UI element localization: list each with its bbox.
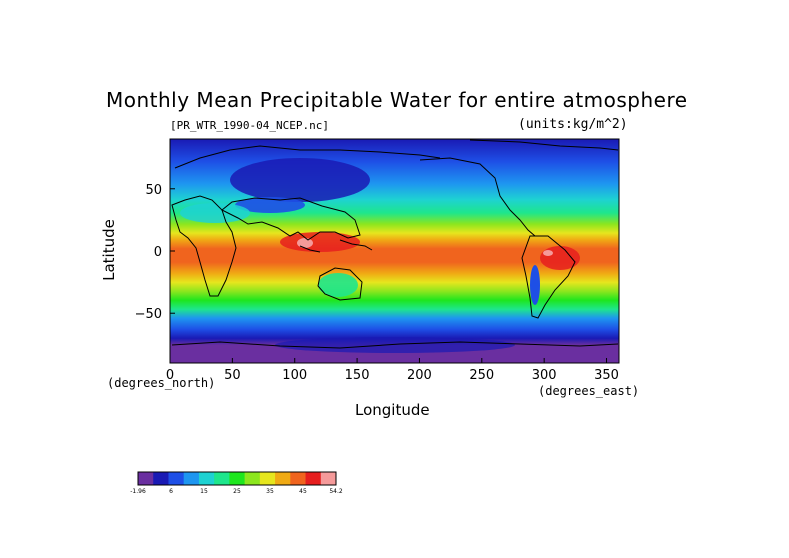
y-tick-label: 50 xyxy=(145,183,162,198)
colorbar-frame xyxy=(137,471,337,486)
colorbar-label: -1.96 xyxy=(130,488,146,495)
precip-field xyxy=(170,139,619,363)
colorbar-label: 45 xyxy=(299,488,307,495)
y-tick-label: −50 xyxy=(135,307,162,322)
colorbar-swatch xyxy=(320,472,337,485)
axis-ticks: 0 50 100 150 200 250 300 350 50 0 −50 xyxy=(135,183,619,383)
x-tick-label: 350 xyxy=(594,368,619,383)
y-units-label: (degrees_north) xyxy=(107,376,216,390)
x-tick-label: 200 xyxy=(407,368,432,383)
colorbar-swatch xyxy=(259,472,276,485)
colorbar-swatch xyxy=(183,472,200,485)
colorbar-label: 54.2 xyxy=(329,488,343,495)
colorbar-swatch xyxy=(290,472,307,485)
x-tick-label: 150 xyxy=(345,368,370,383)
x-tick-label: 0 xyxy=(166,368,174,383)
coastlines xyxy=(171,139,619,349)
colorbar-swatch xyxy=(214,472,230,485)
x-tick-label: 250 xyxy=(469,368,494,383)
x-units-label: (degrees_east) xyxy=(538,384,640,398)
colorbar-swatch xyxy=(198,472,215,485)
colorbar-label: 15 xyxy=(200,488,208,495)
colorbar-label: 25 xyxy=(233,488,241,495)
colorbar-swatch xyxy=(153,472,169,485)
y-tick-label: 0 xyxy=(154,245,162,260)
file-label: [PR_WTR_1990-04_NCEP.nc] xyxy=(170,119,329,132)
x-tick-label: 300 xyxy=(532,368,557,383)
colorbar-swatch xyxy=(275,472,291,485)
colorbar-swatch xyxy=(244,472,261,485)
x-tick-label: 50 xyxy=(224,368,241,383)
x-tick-label: 100 xyxy=(282,368,307,383)
colorbar-swatch xyxy=(168,472,185,485)
colorbar-swatch xyxy=(229,472,246,485)
colorbar-label: 35 xyxy=(266,488,274,495)
map-title: Monthly Mean Precipitable Water for enti… xyxy=(106,88,688,112)
colorbar-swatch xyxy=(305,472,322,485)
colorbar-swatch xyxy=(138,472,154,485)
colorbar: -1.96 6 15 25 35 45 54.2 xyxy=(130,471,343,495)
x-axis-label: Longitude xyxy=(355,401,430,419)
units-label: (units:kg/m^2) xyxy=(518,117,628,132)
colorbar-label: 6 xyxy=(169,488,173,495)
